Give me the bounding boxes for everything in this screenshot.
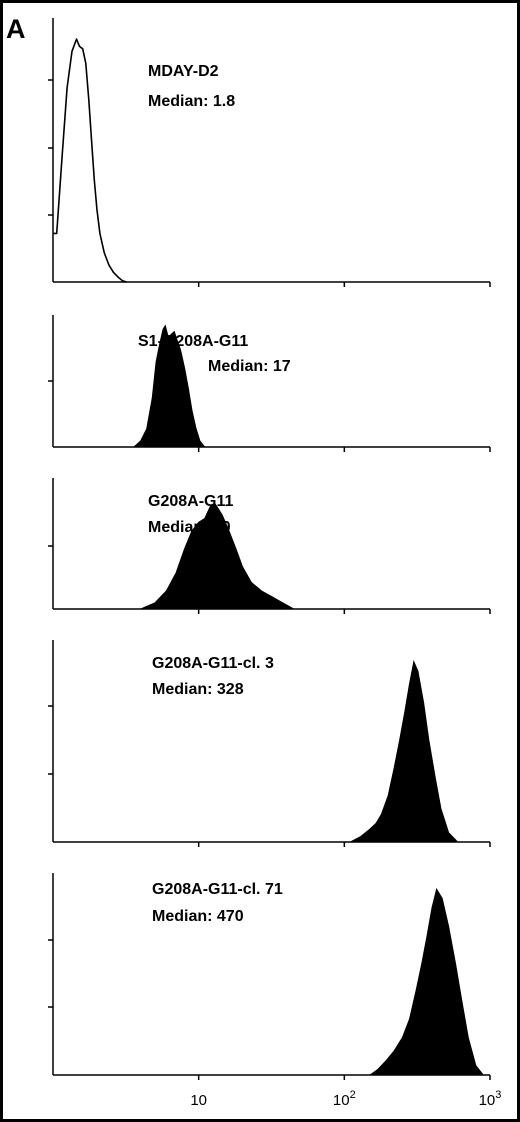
histogram-panel-2: S1-G208A-G11 Median: 17 [48,315,491,452]
histogram-area [350,660,459,843]
sample-name-label: MDAY-D2 [148,63,219,80]
sample-name-label: G208A-G11-cl. 3 [152,655,274,672]
sample-name-label: G208A-G11-cl. 71 [152,881,283,898]
histogram-curve [53,38,127,283]
sample-name-label: G208A-G11 [148,493,233,510]
x-tick-label: 10 [190,1092,207,1109]
histogram-area [140,503,296,610]
histogram-panels: MDAY-D2 Median: 1.8 S1-G208A-G11 Median: 17… [48,18,491,1080]
x-axis-tick-labels: 10 102 103 [190,1089,501,1109]
median-label: Median: 470 [152,908,244,925]
median-label: Median: 17 [208,358,291,375]
x-tick-label: 103 [479,1089,502,1109]
median-label: Median: 40 [148,519,231,536]
median-label: Median: 1.8 [148,93,235,110]
panel-letter: A [6,14,26,44]
sample-name-label: S1-G208A-G11 [138,333,248,350]
x-tick-label: 102 [333,1089,356,1109]
histogram-panel-3: G208A-G11 Median: 40 [48,478,491,614]
median-label: Median: 328 [152,681,244,698]
histogram-panel-4: G208A-G11-cl. 3 Median: 328 [48,640,491,847]
histogram-panel-1: MDAY-D2 Median: 1.8 [48,18,491,287]
histogram-area [368,887,485,1076]
histogram-panel-5: G208A-G11-cl. 71 Median: 470 [48,873,491,1080]
histogram-area [132,324,206,448]
